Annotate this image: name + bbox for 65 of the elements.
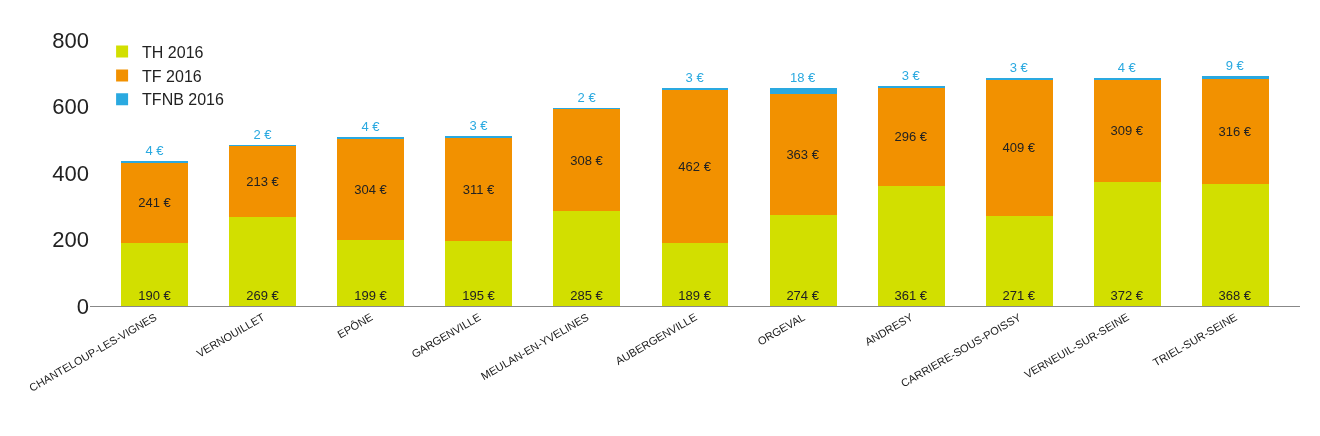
data-label: 274 € (786, 288, 820, 303)
data-label: 462 € (678, 158, 712, 174)
data-label: 190 € (138, 288, 172, 303)
bar (877, 185, 945, 306)
data-label: 4 € (145, 143, 165, 158)
data-label: 189 € (678, 288, 712, 303)
data-label: 9 € (1225, 57, 1245, 73)
data-label: 195 € (462, 288, 496, 303)
data-label: 368 € (1218, 288, 1252, 303)
bar (1201, 183, 1269, 306)
y-tick-label: 400 (52, 160, 89, 186)
data-label: 2 € (577, 90, 597, 105)
data-label: 372 € (1110, 288, 1144, 303)
bar (769, 94, 837, 215)
bar (661, 89, 729, 244)
bar (1201, 75, 1269, 79)
data-label: 271 € (1002, 288, 1036, 303)
bar (1201, 78, 1269, 184)
data-label: 199 € (354, 288, 388, 303)
y-tick-label: 0 (76, 293, 89, 319)
bar (1093, 182, 1161, 306)
y-tick-label: 200 (52, 227, 89, 253)
bar (337, 138, 405, 240)
data-label: 269 € (246, 288, 280, 303)
data-label: 361 € (894, 288, 928, 303)
data-label: 363 € (786, 147, 820, 163)
bar (553, 108, 621, 212)
y-tick-label: 800 (52, 27, 89, 53)
data-label: 285 € (570, 288, 604, 303)
data-label: 213 € (246, 173, 280, 189)
bar (337, 239, 405, 306)
data-label: 18 € (790, 70, 817, 86)
data-label: 304 € (354, 181, 388, 197)
data-label: 3 € (901, 68, 921, 83)
bar (121, 242, 189, 306)
data-label: 4 € (1117, 60, 1137, 75)
y-tick-label: 600 (52, 94, 89, 120)
bar (229, 216, 297, 306)
bar (1093, 79, 1161, 183)
legend-label: TF 2016 (142, 67, 202, 85)
bar (985, 215, 1053, 306)
legend-label: TFNB 2016 (142, 91, 225, 109)
data-label: 316 € (1218, 123, 1252, 139)
data-label: 3 € (685, 70, 705, 85)
bar (553, 211, 621, 306)
bar (877, 87, 945, 186)
bar (229, 145, 297, 217)
data-label: 3 € (1009, 60, 1029, 75)
bar (985, 79, 1053, 216)
data-label: 4 € (361, 119, 381, 134)
data-label: 409 € (1002, 140, 1036, 156)
bar (445, 137, 513, 242)
data-label: 241 € (138, 195, 172, 211)
legend-label: TH 2016 (142, 43, 204, 61)
data-label: 309 € (1110, 123, 1144, 139)
bar (445, 241, 513, 306)
data-label: 311 € (462, 181, 496, 197)
data-label: 3 € (469, 118, 489, 133)
data-label: 308 € (570, 152, 604, 168)
bar (769, 88, 837, 95)
data-label: 2 € (253, 127, 273, 142)
bar (121, 162, 189, 243)
data-label: 296 € (894, 129, 928, 145)
bar (769, 214, 837, 306)
bar (661, 243, 729, 306)
